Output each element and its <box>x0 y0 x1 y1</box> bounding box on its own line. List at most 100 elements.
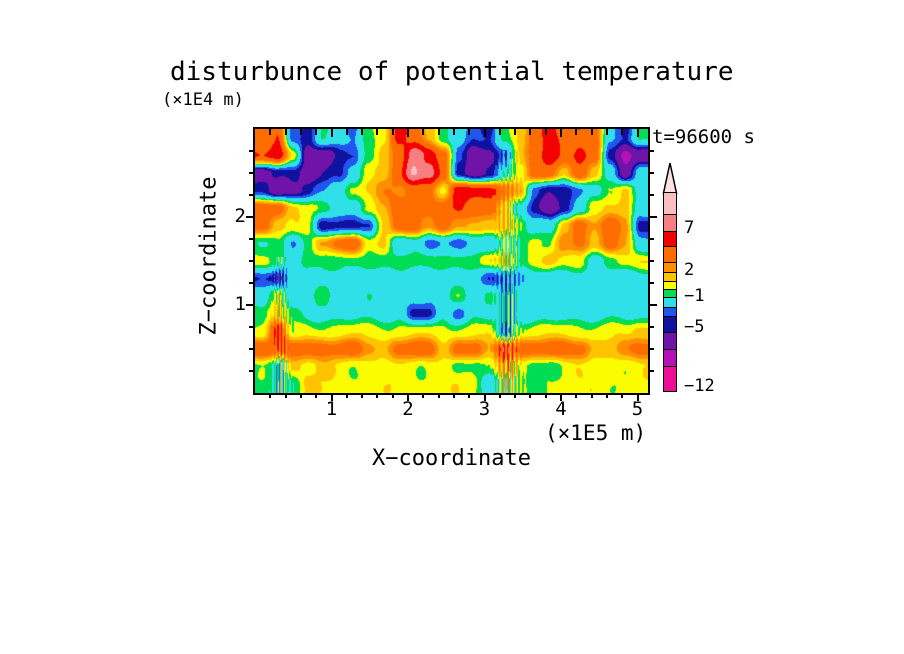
z-minor-tick <box>649 326 654 328</box>
x-minor-tick <box>590 393 593 398</box>
x-minor-tick <box>422 393 425 398</box>
x-major-tick <box>407 393 409 401</box>
x-minor-tick <box>498 393 501 398</box>
time-label: t=96600 s <box>652 126 755 148</box>
colorbar-arrow-icon <box>662 162 678 194</box>
z-minor-tick <box>649 260 654 262</box>
x-axis-title: X−coordinate <box>372 446 531 471</box>
z-minor-tick <box>249 348 254 350</box>
colorbar-segment <box>663 192 677 215</box>
x-minor-tick <box>315 129 318 135</box>
z-minor-tick <box>249 282 254 284</box>
contour-plot-canvas <box>255 129 648 393</box>
z-major-tick <box>246 216 254 218</box>
x-major-tick <box>636 129 639 137</box>
z-minor-tick <box>249 194 254 196</box>
colorbar-segment <box>663 246 677 263</box>
z-tick-label: 1 <box>234 293 246 315</box>
z-minor-tick <box>649 282 654 284</box>
x-major-tick <box>560 129 562 137</box>
x-tick-label: 5 <box>631 398 644 420</box>
colorbar-segment <box>663 366 677 392</box>
x-minor-tick <box>361 129 364 135</box>
x-axis-units-label: (×1E5 m) <box>545 421 647 445</box>
x-major-tick <box>330 393 333 401</box>
z-minor-tick <box>249 238 254 240</box>
colorbar-segment <box>663 349 677 367</box>
z-tick-label: 2 <box>234 205 246 227</box>
z-major-tick <box>649 304 657 306</box>
z-minor-tick <box>649 194 654 196</box>
x-minor-tick <box>315 393 318 398</box>
x-minor-tick <box>269 393 272 398</box>
colorbar-label: −1 <box>684 286 705 306</box>
x-minor-tick <box>514 393 517 398</box>
z-minor-tick <box>249 172 254 174</box>
x-minor-tick <box>299 393 302 398</box>
x-minor-tick <box>498 129 501 135</box>
x-minor-tick <box>452 129 455 135</box>
colorbar-label: 7 <box>684 218 695 238</box>
x-minor-tick <box>391 129 394 135</box>
x-minor-tick <box>452 393 455 398</box>
z-axis-units-label: (×1E4 m) <box>162 90 244 110</box>
x-minor-tick <box>468 393 471 398</box>
x-minor-tick <box>376 393 379 398</box>
x-minor-tick <box>391 393 394 398</box>
x-major-tick <box>483 393 486 401</box>
x-major-tick <box>560 393 562 401</box>
x-minor-tick <box>437 393 440 398</box>
x-tick-label: 2 <box>402 398 414 420</box>
x-minor-tick <box>514 129 517 135</box>
x-minor-tick <box>345 393 348 398</box>
colorbar-label: −5 <box>684 317 705 337</box>
x-minor-tick <box>422 129 425 135</box>
z-major-tick <box>246 304 254 306</box>
z-minor-tick <box>649 370 654 372</box>
x-tick-label: 1 <box>325 398 338 420</box>
x-minor-tick <box>529 393 532 398</box>
x-minor-tick <box>376 129 379 135</box>
x-minor-tick <box>299 129 302 135</box>
z-minor-tick <box>649 150 654 152</box>
z-minor-tick <box>249 150 254 152</box>
x-tick-label: 3 <box>478 398 491 420</box>
z-minor-tick <box>649 172 654 174</box>
x-minor-tick <box>621 393 624 398</box>
x-minor-tick <box>345 129 348 135</box>
x-minor-tick <box>284 393 287 398</box>
x-minor-tick <box>437 129 440 135</box>
x-minor-tick <box>361 393 364 398</box>
colorbar-segment <box>663 231 677 247</box>
plot-frame <box>253 127 650 395</box>
x-major-tick <box>636 393 639 401</box>
colorbar-label: 2 <box>684 260 695 280</box>
chart-title: disturbunce of potential temperature <box>170 57 734 87</box>
colorbar-label: −12 <box>684 376 715 396</box>
z-minor-tick <box>649 348 654 350</box>
x-major-tick <box>330 129 333 137</box>
colorbar-segment <box>663 332 677 350</box>
colorbar-segment <box>663 316 677 333</box>
x-minor-tick <box>284 129 287 135</box>
x-tick-label: 4 <box>555 398 567 420</box>
x-minor-tick <box>544 129 547 135</box>
z-minor-tick <box>649 238 654 240</box>
z-axis-title: Z−coordinate <box>196 176 222 336</box>
z-minor-tick <box>249 370 254 372</box>
z-minor-tick <box>249 260 254 262</box>
x-minor-tick <box>269 129 272 135</box>
x-minor-tick <box>468 129 471 135</box>
x-minor-tick <box>575 393 578 398</box>
x-minor-tick <box>605 393 608 398</box>
z-major-tick <box>649 216 657 218</box>
x-minor-tick <box>605 129 608 135</box>
colorbar <box>663 192 677 392</box>
z-minor-tick <box>249 326 254 328</box>
x-minor-tick <box>621 129 624 135</box>
x-minor-tick <box>575 129 578 135</box>
x-minor-tick <box>590 129 593 135</box>
x-major-tick <box>483 129 486 137</box>
x-minor-tick <box>544 393 547 398</box>
